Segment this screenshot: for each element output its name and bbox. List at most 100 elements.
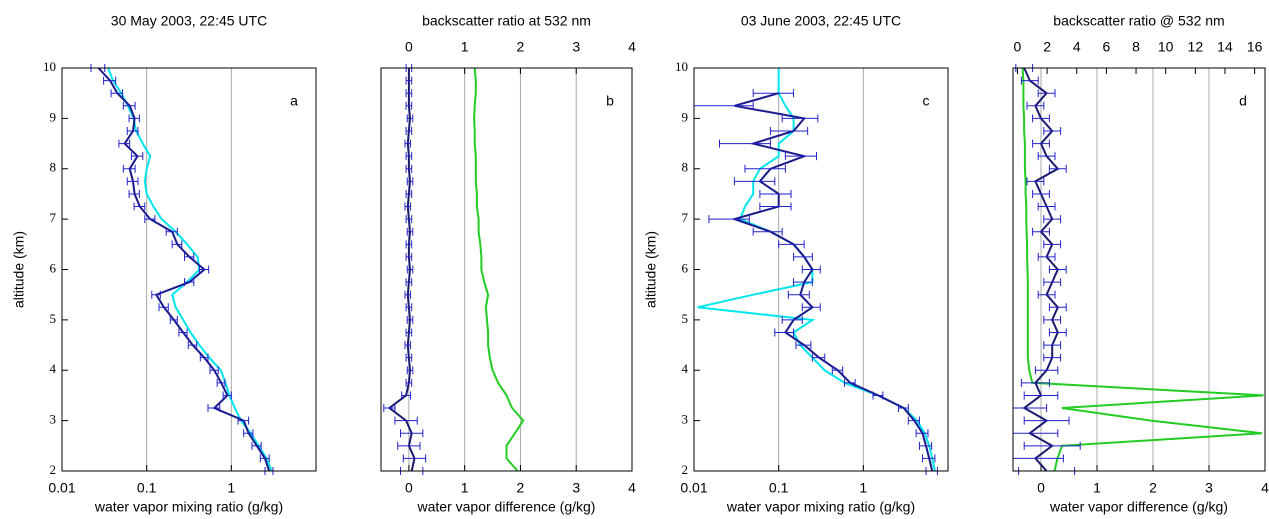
error-bar xyxy=(404,139,412,148)
error-bar xyxy=(406,315,414,324)
error-bar xyxy=(1023,416,1070,425)
error-bar xyxy=(207,404,221,413)
error-bar xyxy=(781,114,819,123)
x-tick-label: 0.01 xyxy=(48,480,75,496)
y-tick-label: 9 xyxy=(50,109,57,124)
y-tick-label: 4 xyxy=(682,361,689,376)
error-bar xyxy=(1032,227,1050,236)
error-bar xyxy=(1043,341,1062,350)
x2-tick-label: 0 xyxy=(1014,39,1022,55)
error-bar xyxy=(1037,290,1056,299)
error-bar xyxy=(171,240,183,249)
error-bar xyxy=(128,114,140,123)
error-bar xyxy=(184,278,195,287)
x-axis-label: water vapor difference (g/kg) xyxy=(1049,499,1228,515)
error-bar xyxy=(795,341,812,350)
error-bar xyxy=(405,89,413,98)
error-bar xyxy=(1032,139,1050,148)
panel-label: c xyxy=(923,93,930,109)
x2-tick-label: 14 xyxy=(1217,39,1233,55)
y-tick-label: 6 xyxy=(50,260,57,275)
error-bar xyxy=(752,89,795,98)
error-bar xyxy=(126,126,139,135)
x2-tick-label: 2 xyxy=(517,39,525,55)
error-bar xyxy=(243,429,254,438)
error-bar xyxy=(1026,177,1045,186)
error-bar xyxy=(1037,202,1056,211)
panel: 0.01 0.1 1 2 3 4 5 6 7 8 9 10 a water vapor mixing ra… xyxy=(11,13,317,515)
error-bar xyxy=(251,441,262,450)
error-bar xyxy=(406,114,414,123)
x-tick-label: 1 xyxy=(859,480,867,496)
error-bar xyxy=(151,290,161,299)
error-bar xyxy=(769,126,809,135)
x2-tick-label: 1 xyxy=(461,39,469,55)
panel-label: b xyxy=(606,93,614,109)
error-bar xyxy=(405,126,413,135)
error-bar xyxy=(1048,164,1067,173)
error-bar xyxy=(405,252,413,261)
error-bar xyxy=(406,366,414,375)
error-bar xyxy=(811,353,826,362)
error-bar xyxy=(404,202,412,211)
error-bar xyxy=(1032,189,1050,198)
x-tick-label: 0.1 xyxy=(137,480,157,496)
y-tick-label: 8 xyxy=(50,160,57,175)
x-tick-label: 2 xyxy=(517,480,525,496)
error-bar xyxy=(1043,126,1062,135)
error-bar xyxy=(1048,303,1067,312)
error-bar xyxy=(1023,441,1081,450)
error-bar xyxy=(405,353,413,362)
profile-line xyxy=(473,67,525,472)
error-bar xyxy=(216,378,226,387)
error-bar xyxy=(198,265,210,274)
x-tick-label: 3 xyxy=(1205,480,1213,496)
error-bar xyxy=(907,416,920,425)
error-bar xyxy=(222,391,232,400)
error-bar xyxy=(122,164,136,173)
profile-line xyxy=(1021,67,1264,472)
panel-label: d xyxy=(1239,93,1247,109)
error-bar xyxy=(383,404,396,413)
error-bar xyxy=(787,290,810,299)
profile-line xyxy=(731,92,934,472)
error-bar xyxy=(831,366,844,375)
y-tick-label: 6 xyxy=(682,260,689,275)
x-tick-label: 1 xyxy=(1093,480,1101,496)
error-bar xyxy=(915,429,929,438)
error-bar xyxy=(801,265,821,274)
error-bar xyxy=(1048,328,1067,337)
error-bar xyxy=(405,189,413,198)
error-bar xyxy=(1043,215,1062,224)
error-bar xyxy=(872,391,884,400)
error-bar xyxy=(405,164,413,173)
x-axis-label: water vapor mixing ratio (g/kg) xyxy=(94,499,283,515)
error-bar xyxy=(400,429,424,438)
error-bar xyxy=(126,177,139,186)
error-bar xyxy=(1037,89,1056,98)
y-tick-label: 10 xyxy=(675,59,688,74)
x2-tick-label: 16 xyxy=(1247,39,1263,55)
error-bar xyxy=(259,454,270,463)
error-bar xyxy=(118,139,131,148)
y-tick-label: 3 xyxy=(682,412,689,427)
error-bar xyxy=(759,189,792,198)
error-bar xyxy=(781,315,803,324)
error-bar xyxy=(110,89,124,98)
x2-tick-label: 8 xyxy=(1132,39,1140,55)
x2-tick-label: 2 xyxy=(1043,39,1051,55)
error-bar xyxy=(405,215,413,224)
y-tick-label: 5 xyxy=(50,311,57,326)
error-bar xyxy=(406,177,414,186)
x-tick-label: 0.1 xyxy=(769,480,789,496)
error-bar xyxy=(1037,252,1056,261)
error-bar xyxy=(718,139,771,148)
panel-title: 03 June 2003, 22:45 UTC xyxy=(741,13,901,29)
error-bar xyxy=(199,353,209,362)
y-tick-label: 2 xyxy=(50,462,57,477)
x-tick-label: 1 xyxy=(227,480,235,496)
error-bar xyxy=(405,303,413,312)
error-bar xyxy=(133,202,146,211)
error-bar xyxy=(1026,101,1045,110)
